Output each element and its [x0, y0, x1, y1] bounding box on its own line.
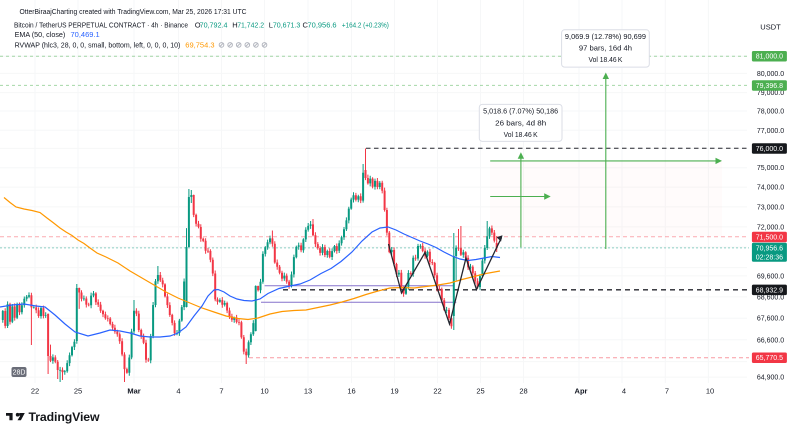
svg-text:77,000.0: 77,000.0 — [757, 128, 784, 135]
svg-text:22: 22 — [433, 387, 441, 396]
svg-text:74,000.0: 74,000.0 — [757, 185, 784, 192]
svg-text:9,069.9 (12.78%) 90,699: 9,069.9 (12.78%) 90,699 — [565, 32, 646, 41]
svg-text:OtterBiraajCharting created wi: OtterBiraajCharting created with Trading… — [20, 9, 247, 16]
svg-text:13: 13 — [304, 387, 312, 396]
svg-text:C: C — [303, 21, 309, 30]
svg-text:Vol 18.46 K: Vol 18.46 K — [588, 55, 622, 64]
svg-text:28D: 28D — [13, 370, 26, 377]
svg-text:EMA (50, close): EMA (50, close) — [15, 30, 66, 39]
svg-text:7: 7 — [665, 387, 669, 396]
svg-text:70,469.1: 70,469.1 — [71, 30, 100, 39]
svg-text:73,000.0: 73,000.0 — [757, 204, 784, 211]
svg-text:10: 10 — [260, 387, 268, 396]
svg-text:22: 22 — [31, 387, 39, 396]
svg-text:81,000.0: 81,000.0 — [756, 54, 783, 61]
svg-text:80,000.0: 80,000.0 — [757, 71, 784, 78]
svg-text:66,600.0: 66,600.0 — [757, 337, 784, 344]
svg-text:28: 28 — [519, 387, 527, 396]
svg-text:16: 16 — [347, 387, 355, 396]
svg-text:76,000.0: 76,000.0 — [756, 146, 783, 153]
svg-text:67,600.0: 67,600.0 — [757, 316, 784, 323]
svg-text:75,000.0: 75,000.0 — [757, 165, 784, 172]
svg-text:5,018.6 (7.07%) 50,186: 5,018.6 (7.07%) 50,186 — [483, 107, 558, 116]
svg-text:10: 10 — [706, 387, 714, 396]
svg-text:L: L — [269, 21, 273, 30]
svg-text:RVWAP (hlc3, 28, 0, 0, small,: RVWAP (hlc3, 28, 0, 0, small, bottom, le… — [15, 41, 181, 50]
svg-text:70,956.6: 70,956.6 — [308, 21, 337, 30]
svg-text:71,742.2: 71,742.2 — [237, 21, 264, 30]
svg-text:68,600.0: 68,600.0 — [757, 294, 784, 301]
svg-text:68,932.9: 68,932.9 — [756, 287, 783, 294]
svg-text:Bitcoin / TetherUS PERPETUAL C: Bitcoin / TetherUS PERPETUAL CONTRACT · … — [14, 21, 188, 30]
svg-text:Apr: Apr — [575, 387, 588, 396]
svg-text:4: 4 — [622, 387, 626, 396]
svg-text:69,754.3: 69,754.3 — [185, 41, 214, 50]
svg-text:25: 25 — [74, 387, 82, 396]
svg-text:7: 7 — [219, 387, 223, 396]
svg-text:USDT: USDT — [760, 22, 781, 31]
svg-text:70,792.4: 70,792.4 — [200, 21, 228, 30]
svg-text:Mar: Mar — [127, 387, 140, 396]
svg-text:4: 4 — [176, 387, 180, 396]
svg-text:26 bars, 4d 8h: 26 bars, 4d 8h — [495, 118, 546, 127]
svg-text:TradingView: TradingView — [29, 412, 100, 424]
svg-text:H: H — [232, 21, 237, 30]
svg-text:65,770.5: 65,770.5 — [756, 355, 783, 362]
svg-text:69,600.0: 69,600.0 — [757, 273, 784, 280]
svg-text:Vol 18.46 K: Vol 18.46 K — [504, 130, 538, 139]
svg-text:79,396.8: 79,396.8 — [756, 83, 783, 90]
svg-text:97 bars, 16d 4h: 97 bars, 16d 4h — [579, 44, 632, 53]
svg-text:25: 25 — [476, 387, 484, 396]
svg-text:70,671.3: 70,671.3 — [273, 21, 300, 30]
svg-text:64,900.0: 64,900.0 — [757, 375, 784, 382]
svg-text:O: O — [195, 21, 201, 30]
svg-text:70,956.6: 70,956.6 — [756, 245, 783, 252]
svg-text:79,000.0: 79,000.0 — [757, 90, 784, 97]
svg-text:72,000.0: 72,000.0 — [757, 224, 784, 231]
svg-text:+164.2 (+0.23%): +164.2 (+0.23%) — [342, 21, 389, 30]
svg-text:78,000.0: 78,000.0 — [757, 109, 784, 116]
svg-text:71,500.0: 71,500.0 — [756, 234, 783, 241]
svg-text:02:28:36: 02:28:36 — [756, 254, 783, 261]
svg-text:19: 19 — [390, 387, 398, 396]
